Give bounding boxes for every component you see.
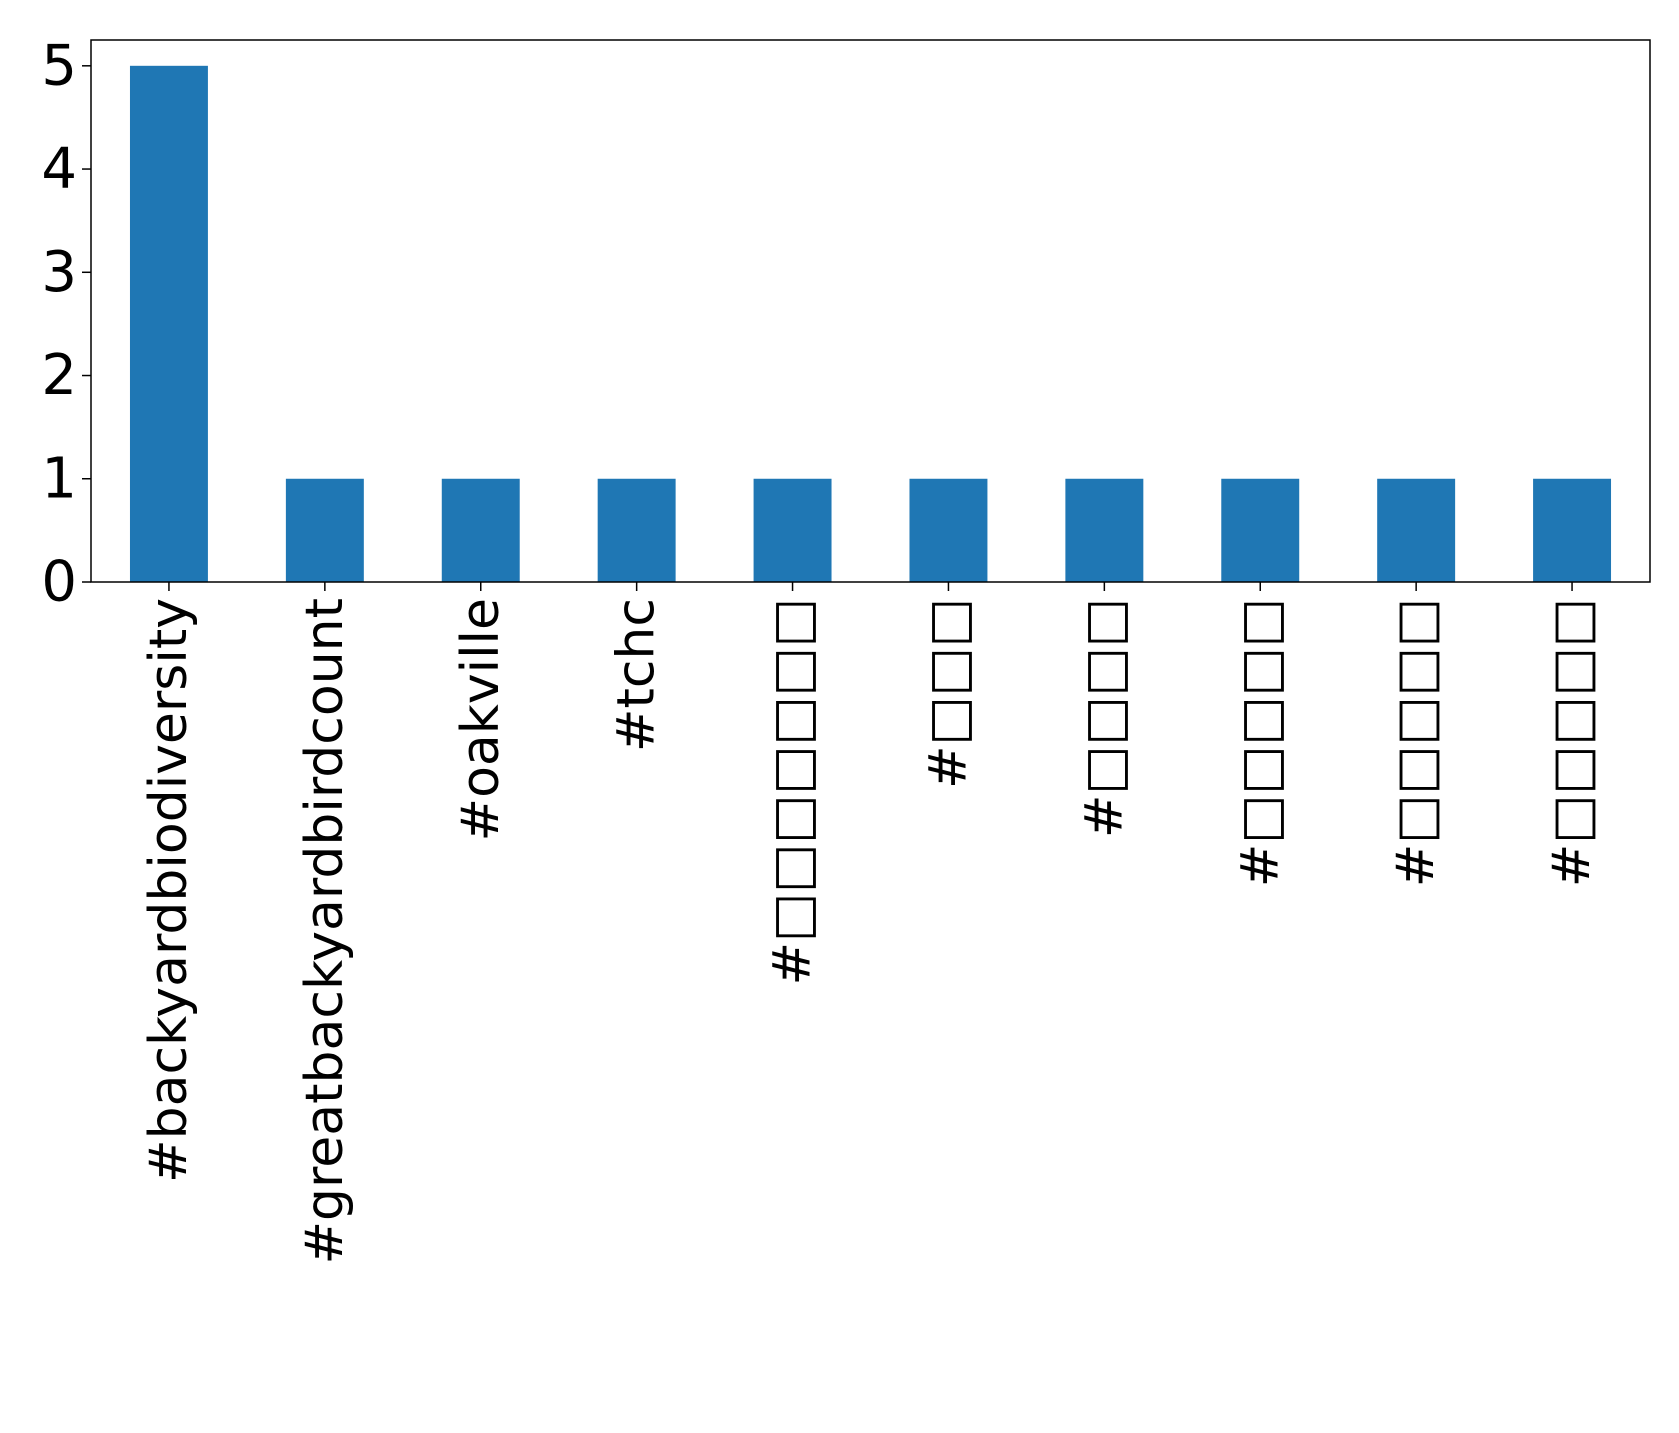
y-tick-label: 3 — [41, 240, 77, 305]
bar-2 — [441, 478, 520, 582]
y-tick-label: 1 — [41, 446, 77, 511]
bar-7 — [1221, 478, 1300, 582]
y-tick-label: 5 — [41, 33, 77, 98]
bar-8 — [1377, 478, 1456, 582]
bar-6 — [1065, 478, 1144, 582]
x-tick-label: #□□□□ — [1074, 598, 1134, 838]
plot-frame — [90, 39, 1651, 583]
x-tick-label: #tchc — [607, 598, 667, 752]
x-tick-label: #□□□ — [918, 598, 978, 789]
x-tick-label: #□□□□□ — [1230, 598, 1290, 887]
x-tick-label: #□□□□□ — [1542, 598, 1602, 887]
x-tick-label: #□□□□□□□ — [763, 598, 823, 986]
y-tick-label: 2 — [41, 343, 77, 408]
bar-group — [129, 65, 1612, 582]
bar-9 — [1533, 478, 1612, 582]
y-tick-label: 0 — [41, 550, 77, 615]
bar-1 — [285, 478, 364, 582]
x-tick-label: #backyardbiodiversity — [139, 598, 199, 1183]
x-tick-label: #greatbackyardbirdcount — [295, 598, 355, 1265]
bar-5 — [909, 478, 988, 582]
x-tick-label: #□□□□□ — [1386, 598, 1446, 887]
y-tick-label: 4 — [41, 137, 77, 202]
x-axis: #backyardbiodiversity #greatbackyardbirdc… — [139, 582, 1602, 1265]
bar-3 — [597, 478, 676, 582]
bar-4 — [753, 478, 832, 582]
bar-0 — [129, 65, 208, 582]
x-tick-label: #oakville — [451, 598, 511, 841]
y-axis: 0 1 2 3 4 5 — [41, 33, 91, 615]
